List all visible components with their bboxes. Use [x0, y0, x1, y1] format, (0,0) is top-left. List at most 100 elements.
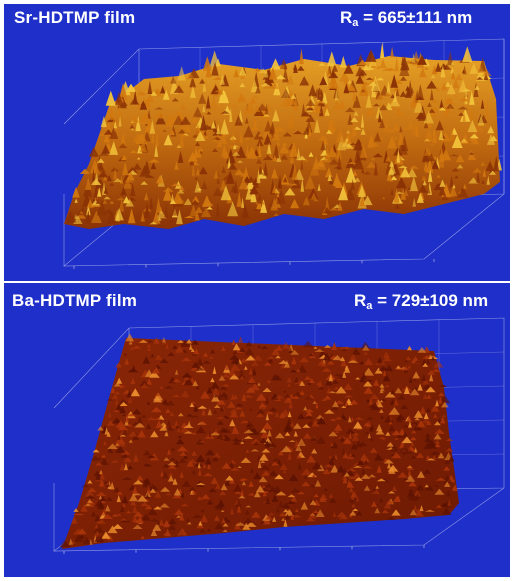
surface-peak: [178, 185, 185, 191]
surface-peak: [157, 217, 162, 221]
surface-peak: [417, 383, 423, 391]
surface-peak: [345, 428, 355, 434]
surface-peak: [264, 441, 275, 448]
surface-peak: [245, 509, 250, 515]
surface-peak: [215, 201, 220, 217]
surface-peak: [181, 480, 192, 487]
surface-peak: [150, 430, 159, 438]
surface-peak: [267, 356, 274, 364]
surface-peak: [393, 187, 400, 203]
surface-peak: [74, 509, 83, 514]
surface-peak: [286, 501, 296, 504]
surface-peak: [276, 458, 282, 466]
surface-peak: [364, 457, 368, 465]
surface-peak: [119, 82, 127, 97]
surface-peak: [323, 463, 334, 468]
surface-peak: [113, 382, 122, 387]
surface-peak: [462, 69, 465, 73]
surface-peak: [170, 129, 175, 136]
surface-peak: [192, 431, 197, 435]
surface-peak: [215, 416, 227, 419]
surface-peak: [242, 176, 252, 183]
surface-peak: [343, 394, 354, 398]
surface-peak: [97, 187, 102, 197]
surface-peak: [172, 345, 178, 349]
surface-peak: [154, 143, 159, 157]
surface-peak: [90, 200, 101, 206]
surface-peak: [378, 436, 387, 439]
surface-peak: [442, 414, 447, 417]
surface-peak: [341, 346, 351, 349]
surface-peak: [426, 458, 436, 461]
surface-peak: [409, 509, 418, 516]
surface-peak: [374, 507, 381, 514]
surface-peak: [481, 179, 485, 184]
surface-peak: [197, 440, 206, 443]
surface-peak: [208, 430, 212, 438]
surface-peak: [316, 436, 326, 444]
surface-peak: [319, 104, 324, 117]
surface-peak: [379, 383, 385, 388]
surface-peak: [350, 117, 359, 123]
surface-peak: [436, 85, 440, 92]
surface-peak: [257, 454, 261, 461]
surface-peak: [216, 123, 221, 135]
surface-peak: [159, 425, 168, 431]
surface-peak: [103, 441, 107, 445]
surface-peak: [192, 106, 203, 118]
surface-peak: [133, 479, 144, 485]
surface-peak: [393, 90, 397, 102]
surface-peak: [174, 463, 180, 468]
surface-peak: [411, 53, 416, 63]
surface-peak: [419, 406, 427, 415]
surface-peak: [257, 141, 262, 157]
surface-peak: [195, 482, 206, 486]
surface-peak: [415, 122, 419, 137]
surface-peak: [94, 514, 101, 522]
surface-peak: [239, 347, 246, 352]
surface-peak: [327, 458, 335, 465]
surface-peak: [290, 94, 297, 99]
surface-peak: [231, 426, 240, 434]
surface-peak: [121, 429, 128, 436]
surface-peak: [264, 120, 272, 132]
surface-peak: [120, 504, 125, 512]
surface-peak: [379, 390, 384, 394]
surface-peak: [353, 138, 364, 151]
surface-peak: [140, 211, 145, 222]
surface-peak: [239, 375, 245, 380]
surface-peak: [155, 197, 162, 213]
surface-peak: [123, 176, 132, 189]
surface-peak: [140, 133, 147, 144]
surface-peak: [221, 436, 226, 439]
surface-peak: [201, 494, 211, 500]
surface-peak: [198, 520, 203, 526]
surface-peak: [133, 453, 139, 462]
surface-peak: [476, 77, 484, 80]
surface-peak: [351, 347, 361, 355]
surface-peak: [348, 142, 358, 146]
surface-peak: [233, 483, 242, 492]
surface-peak: [225, 364, 229, 370]
surface-peak: [160, 422, 167, 426]
surface-peak: [328, 455, 333, 459]
surface-peak: [172, 394, 180, 397]
surface-peak: [118, 399, 128, 404]
surface-peak: [113, 487, 120, 493]
surface-peak: [302, 340, 314, 348]
surface-peak: [333, 416, 344, 420]
surface-peak: [151, 131, 155, 144]
surface-peak: [351, 121, 357, 136]
surface-peak: [126, 171, 135, 181]
surface-peak: [196, 146, 202, 158]
surface-peak: [379, 409, 384, 413]
surface-peak: [429, 373, 434, 382]
surface-peak: [301, 102, 306, 116]
surface-peak: [343, 383, 354, 391]
surface-peak: [81, 483, 90, 488]
surface-peak: [452, 184, 456, 189]
surface-peak: [80, 504, 88, 512]
surface-peak: [279, 463, 288, 470]
surface-peak: [332, 355, 343, 361]
surface-peak: [393, 496, 401, 502]
